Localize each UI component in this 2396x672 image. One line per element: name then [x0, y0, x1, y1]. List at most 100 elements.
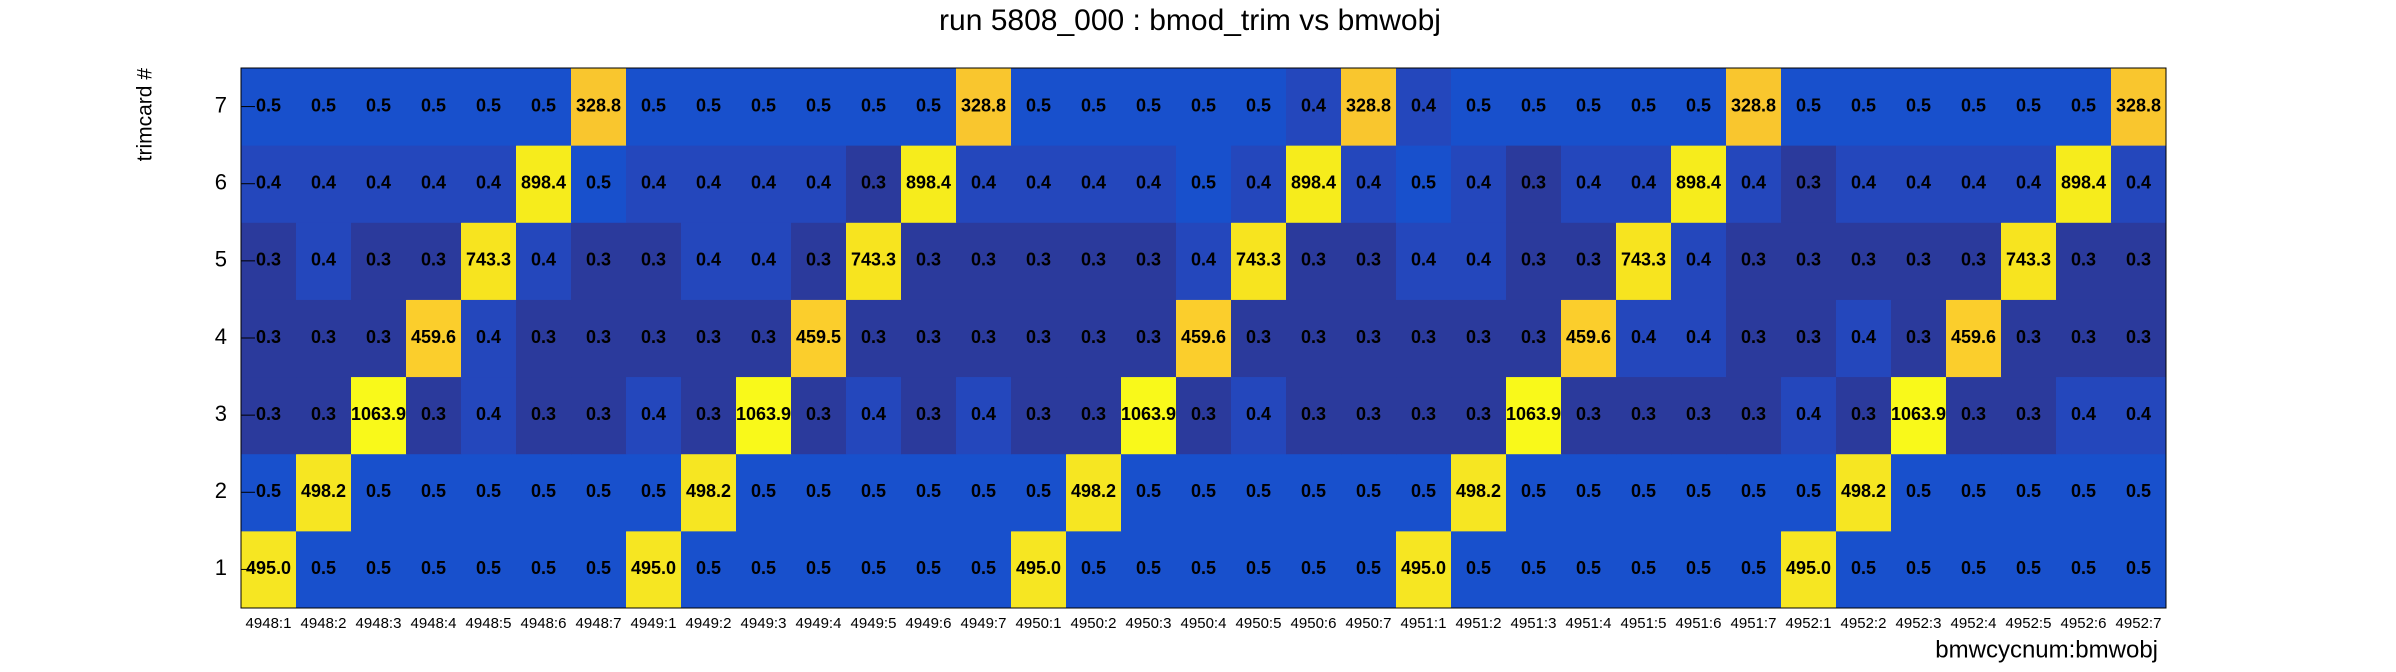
cell-label: 1063.9	[1506, 404, 1561, 424]
cell	[1231, 222, 1287, 300]
cell-label: 0.4	[641, 172, 666, 192]
cell	[1671, 453, 1727, 532]
cell	[736, 68, 792, 146]
cell	[1286, 222, 1342, 300]
cell	[681, 453, 737, 532]
cell	[681, 376, 737, 455]
cell	[791, 222, 847, 300]
cell-label: 0.5	[1521, 558, 1546, 578]
cell-label: 0.3	[696, 327, 721, 347]
cell-label: 0.4	[1466, 250, 1491, 270]
cell	[1176, 453, 1232, 532]
cell-label: 0.3	[1411, 404, 1436, 424]
cell	[1231, 299, 1287, 378]
cell	[1451, 145, 1507, 223]
x-tick-label: 4949:2	[686, 615, 732, 632]
cell-label: 1063.9	[1891, 404, 1946, 424]
cell	[901, 299, 957, 378]
cell-label: 0.5	[1796, 481, 1821, 501]
cell-label: 898.4	[1291, 172, 1336, 192]
cell-label: 0.5	[1301, 481, 1326, 501]
cell	[1011, 376, 1067, 455]
cell	[1176, 68, 1232, 146]
cell-label: 0.3	[1301, 250, 1326, 270]
cell	[461, 376, 517, 455]
cell	[516, 145, 572, 223]
x-tick-label: 4949:5	[851, 615, 897, 632]
cell-label: 0.5	[861, 481, 886, 501]
x-tick-label: 4949:3	[741, 615, 787, 632]
cell-label: 0.4	[1466, 172, 1491, 192]
cell	[2056, 222, 2112, 300]
cell-label: 0.5	[1411, 172, 1436, 192]
cell	[1451, 68, 1507, 146]
cell	[681, 68, 737, 146]
cell	[1066, 530, 1122, 609]
cell-label: 0.5	[1576, 481, 1601, 501]
cell-label: 0.5	[586, 172, 611, 192]
cell	[1616, 68, 1672, 146]
x-tick-label: 4950:2	[1071, 615, 1117, 632]
cell-label: 0.4	[1191, 250, 1216, 270]
cell	[1946, 453, 2002, 532]
cell	[956, 376, 1012, 455]
cell	[2111, 145, 2167, 223]
cell-label: 0.5	[421, 481, 446, 501]
x-tick-label: 4952:6	[2061, 615, 2107, 632]
cell	[2001, 145, 2057, 223]
cell	[1781, 145, 1837, 223]
cell	[1781, 222, 1837, 300]
cell-label: 0.3	[1301, 404, 1326, 424]
cell	[296, 222, 352, 300]
cell	[2001, 299, 2057, 378]
cell	[791, 530, 847, 609]
cell	[626, 299, 682, 378]
cell-label: 0.3	[1026, 327, 1051, 347]
cell	[1891, 376, 1947, 455]
cell	[296, 376, 352, 455]
cell	[1396, 530, 1452, 609]
cell-label: 0.5	[1906, 95, 1931, 115]
cell-label: 0.5	[1741, 558, 1766, 578]
cell	[1946, 68, 2002, 146]
cell	[1891, 222, 1947, 300]
cell-label: 328.8	[2116, 95, 2161, 115]
cell-label: 0.4	[476, 172, 501, 192]
cell-label: 459.6	[1181, 327, 1226, 347]
cell-label: 0.3	[1851, 250, 1876, 270]
cell-label: 0.5	[531, 558, 556, 578]
cell-label: 0.3	[586, 404, 611, 424]
cell	[681, 299, 737, 378]
cell	[1506, 68, 1562, 146]
cell-label: 0.5	[2016, 481, 2041, 501]
y-tick-label: 4	[215, 324, 227, 349]
cell	[1341, 530, 1397, 609]
cell-label: 0.3	[1796, 250, 1821, 270]
cell-label: 743.3	[1236, 250, 1281, 270]
cell-label: 0.4	[1631, 327, 1656, 347]
cell	[1011, 299, 1067, 378]
cell-label: 743.3	[851, 250, 896, 270]
cell	[1121, 68, 1177, 146]
cell-label: 0.5	[1686, 558, 1711, 578]
cell	[1836, 376, 1892, 455]
cell	[2111, 453, 2167, 532]
cell-label: 0.5	[311, 95, 336, 115]
cell-label: 0.3	[1521, 250, 1546, 270]
cell-label: 0.5	[1961, 95, 1986, 115]
cell-label: 0.3	[366, 327, 391, 347]
cell	[901, 68, 957, 146]
cell-label: 0.3	[1521, 172, 1546, 192]
cell	[956, 145, 1012, 223]
cell	[1506, 453, 1562, 532]
cell-label: 0.5	[531, 95, 556, 115]
cell-label: 328.8	[961, 95, 1006, 115]
cell-label: 0.5	[861, 558, 886, 578]
cell-label: 0.3	[1246, 327, 1271, 347]
cell-label: 0.5	[1026, 95, 1051, 115]
cell-label: 498.2	[1456, 481, 1501, 501]
cell	[1946, 145, 2002, 223]
cell	[1891, 299, 1947, 378]
cell	[2111, 376, 2167, 455]
cell	[571, 453, 627, 532]
